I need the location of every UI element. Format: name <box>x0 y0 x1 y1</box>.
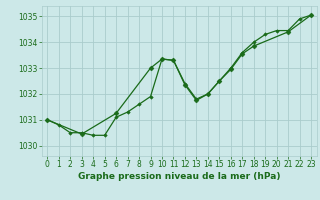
X-axis label: Graphe pression niveau de la mer (hPa): Graphe pression niveau de la mer (hPa) <box>78 172 280 181</box>
